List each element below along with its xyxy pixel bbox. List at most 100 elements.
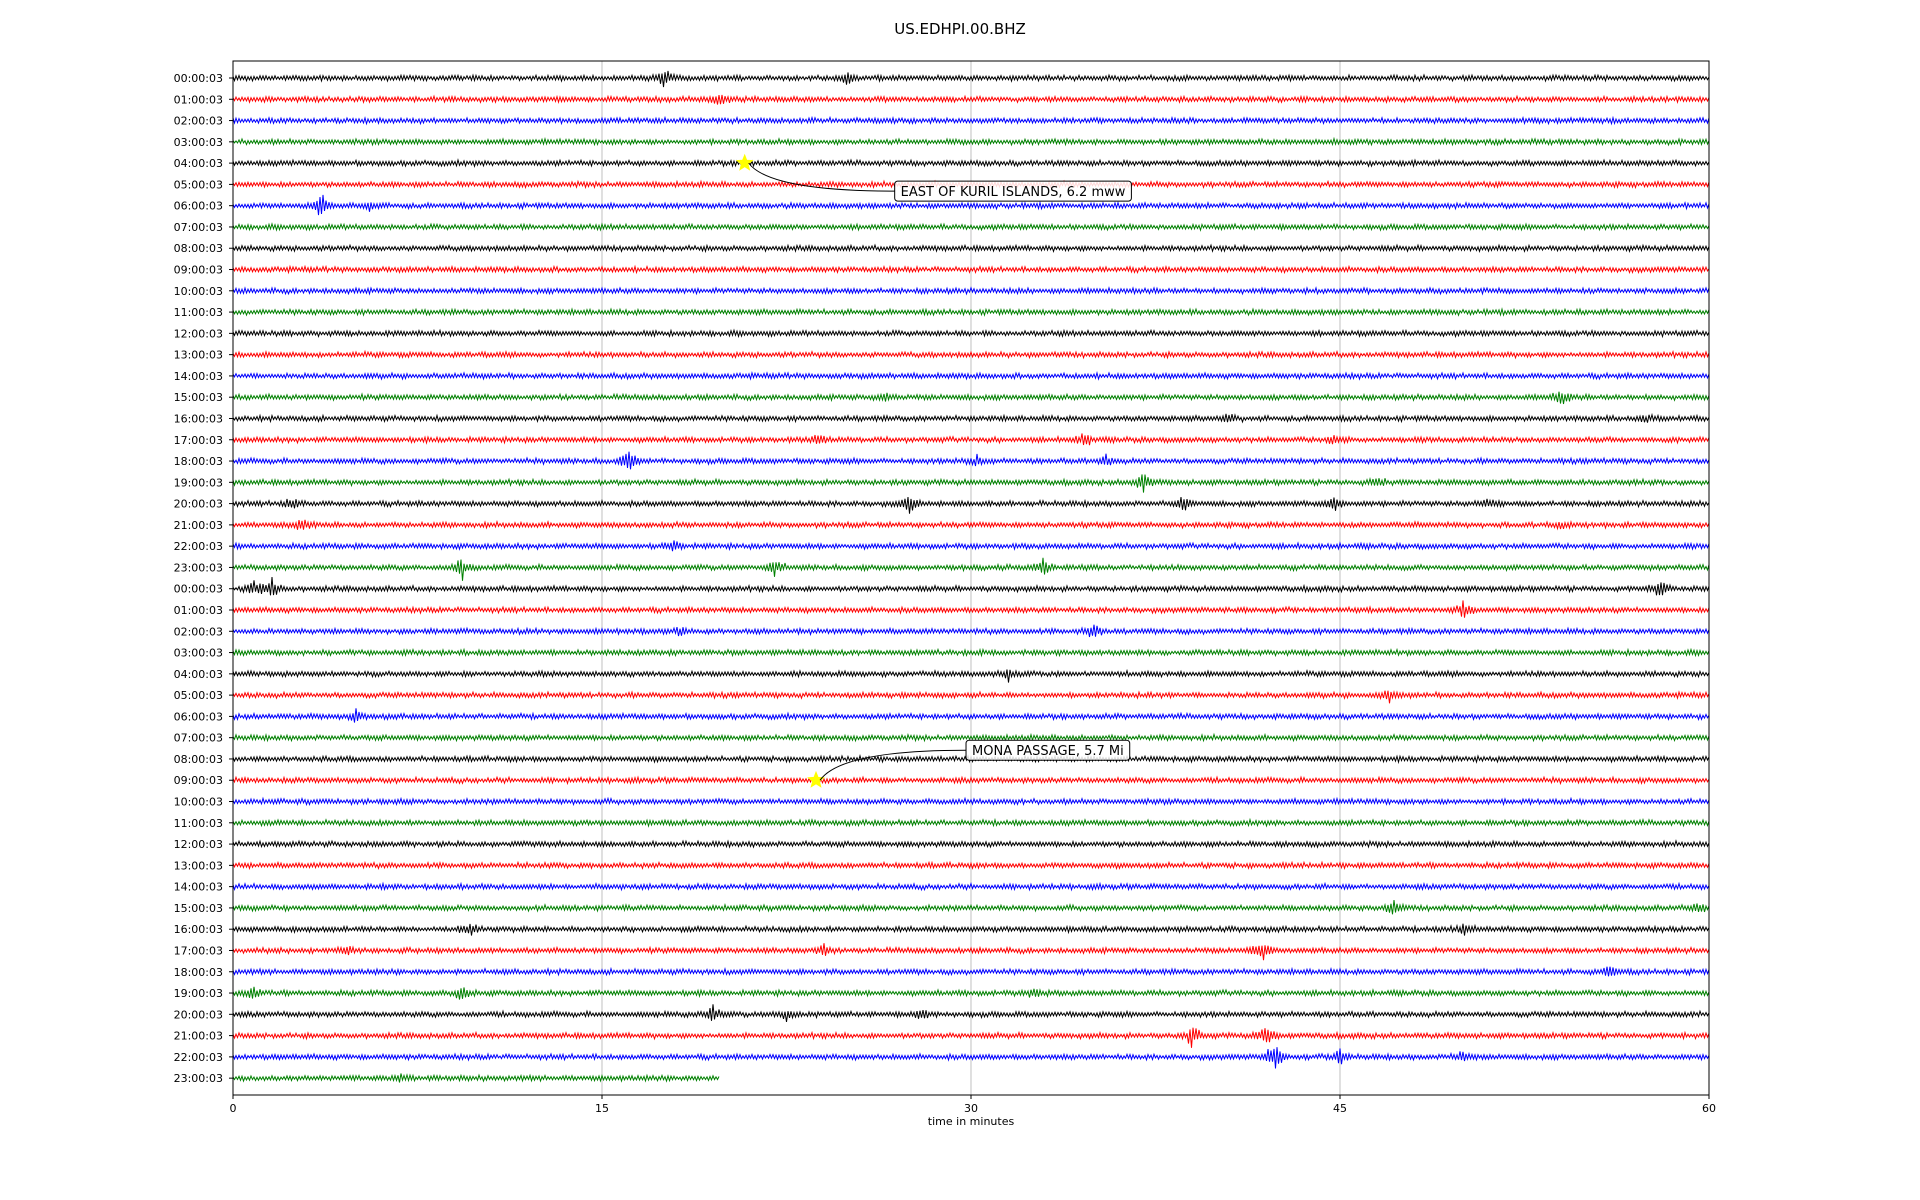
trace-row	[232, 923, 1710, 936]
row-label: 11:00:03	[174, 306, 223, 319]
row-label: 19:00:03	[174, 476, 223, 489]
trace-row	[232, 732, 1710, 743]
x-tick-label: 60	[1702, 1102, 1716, 1115]
row-label: 02:00:03	[174, 625, 223, 638]
trace-row	[232, 1073, 720, 1083]
trace-row	[232, 647, 1710, 658]
row-label: 07:00:03	[174, 221, 223, 234]
trace-row	[232, 775, 1710, 786]
row-labels: 00:00:03 01:00:03 02:00:03 03:00:03 04:00:03…	[174, 72, 233, 1085]
trace-row	[232, 576, 1710, 596]
grid-lines	[601, 61, 1341, 1095]
row-label: 21:00:03	[174, 1030, 223, 1043]
row-label: 22:00:03	[174, 540, 223, 553]
row-label: 14:00:03	[174, 881, 223, 894]
row-label: 13:00:03	[174, 349, 223, 362]
row-label: 19:00:03	[174, 987, 223, 1000]
row-label: 12:00:03	[174, 327, 223, 340]
row-label: 04:00:03	[174, 668, 223, 681]
trace-row	[232, 708, 1710, 723]
trace-row	[232, 264, 1710, 275]
trace-row	[232, 540, 1710, 552]
trace-row	[232, 115, 1710, 126]
row-label: 16:00:03	[174, 412, 223, 425]
row-label: 23:00:03	[174, 561, 223, 574]
x-tick-label: 0	[230, 1102, 237, 1115]
row-label: 10:00:03	[174, 796, 223, 809]
trace-row	[232, 70, 1710, 88]
row-label: 07:00:03	[174, 732, 223, 745]
trace-row	[232, 371, 1710, 381]
annotation-arrow	[748, 162, 895, 192]
row-label: 03:00:03	[174, 136, 223, 149]
trace-row	[232, 194, 1710, 216]
chart-title: US.EDHPI.00.BHZ	[894, 20, 1026, 38]
x-tick-label: 45	[1333, 1102, 1347, 1115]
trace-row	[232, 136, 1710, 147]
event-marker	[735, 153, 754, 171]
trace-row	[232, 817, 1710, 828]
annotation-label: MONA PASSAGE, 5.7 Mi	[972, 744, 1124, 759]
row-label: 18:00:03	[174, 455, 223, 468]
row-label: 08:00:03	[174, 242, 223, 255]
row-label: 01:00:03	[174, 93, 223, 106]
trace-row	[232, 391, 1710, 405]
x-tick-label: 15	[595, 1102, 609, 1115]
row-label: 16:00:03	[174, 923, 223, 936]
trace-row	[232, 860, 1710, 871]
annotation-box	[894, 180, 1132, 202]
annotation-arrow	[819, 749, 967, 781]
trace-layer	[232, 70, 1710, 1083]
plot-frame	[232, 60, 1710, 1096]
row-label: 03:00:03	[174, 647, 223, 660]
trace-row	[232, 519, 1710, 531]
row-label: 09:00:03	[174, 264, 223, 277]
row-label: 11:00:03	[174, 817, 223, 830]
row-label: 06:00:03	[174, 710, 223, 723]
annotation-layer: EAST OF KURIL ISLANDS, 6.2 mww MONA PASSA…	[735, 153, 1132, 788]
x-axis-ticks: 0 15 30 45 60	[230, 1095, 1716, 1115]
trace-row	[232, 966, 1710, 977]
trace-row	[232, 94, 1710, 105]
x-axis-label: time in minutes	[928, 1115, 1015, 1128]
trace-row	[232, 496, 1710, 514]
row-label: 17:00:03	[174, 434, 223, 447]
row-label: 21:00:03	[174, 519, 223, 532]
row-label: 14:00:03	[174, 370, 223, 383]
row-label: 10:00:03	[174, 285, 223, 298]
x-tick-label: 30	[964, 1102, 978, 1115]
trace-row	[232, 158, 1710, 169]
trace-row	[232, 796, 1710, 807]
event-marker	[807, 770, 825, 788]
trace-row	[232, 1027, 1710, 1048]
row-label: 05:00:03	[174, 689, 223, 702]
trace-row	[232, 222, 1710, 232]
trace-row	[232, 1047, 1710, 1069]
row-label: 00:00:03	[174, 72, 223, 85]
trace-row	[232, 433, 1710, 446]
trace-row	[232, 328, 1710, 339]
trace-row	[232, 474, 1710, 493]
row-label: 12:00:03	[174, 838, 223, 851]
row-label: 20:00:03	[174, 498, 223, 511]
trace-row	[232, 668, 1710, 683]
trace-row	[232, 943, 1710, 961]
trace-row	[232, 557, 1710, 581]
trace-row	[232, 900, 1710, 915]
row-label: 00:00:03	[174, 583, 223, 596]
trace-row	[232, 600, 1710, 618]
trace-row	[232, 412, 1710, 424]
row-label: 04:00:03	[174, 157, 223, 170]
row-label: 06:00:03	[174, 200, 223, 213]
annotation-label: EAST OF KURIL ISLANDS, 6.2 mww	[901, 185, 1126, 200]
row-label: 23:00:03	[174, 1072, 223, 1085]
trace-row	[232, 881, 1710, 892]
trace-row	[232, 349, 1710, 360]
row-label: 09:00:03	[174, 774, 223, 787]
trace-row	[232, 690, 1710, 704]
row-label: 22:00:03	[174, 1051, 223, 1064]
trace-row	[232, 286, 1710, 296]
row-label: 15:00:03	[174, 902, 223, 915]
row-label: 08:00:03	[174, 753, 223, 766]
